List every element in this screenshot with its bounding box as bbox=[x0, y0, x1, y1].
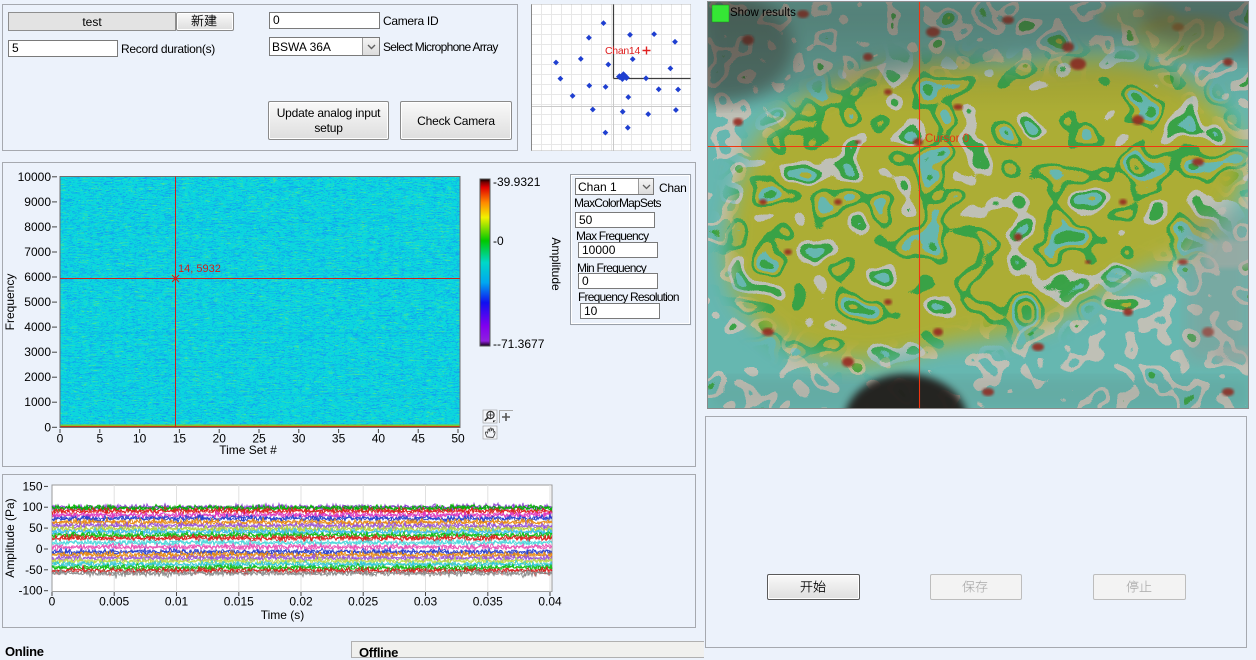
svg-text:0: 0 bbox=[44, 420, 51, 434]
svg-text:0.015: 0.015 bbox=[224, 595, 254, 609]
svg-text:Time Set #: Time Set # bbox=[219, 443, 277, 457]
svg-text:9000: 9000 bbox=[24, 195, 51, 209]
svg-text:0.025: 0.025 bbox=[348, 595, 378, 609]
svg-text:20: 20 bbox=[213, 432, 227, 446]
svg-text:0: 0 bbox=[49, 595, 56, 609]
svg-text:30: 30 bbox=[292, 432, 306, 446]
svg-text:0.02: 0.02 bbox=[289, 595, 313, 609]
svg-text:15: 15 bbox=[173, 432, 187, 446]
svg-text:1000: 1000 bbox=[24, 395, 51, 409]
svg-text:50: 50 bbox=[29, 521, 43, 535]
svg-text:-0: -0 bbox=[493, 234, 504, 248]
svg-text:14, 5932: 14, 5932 bbox=[178, 263, 221, 275]
svg-text:Time (s): Time (s) bbox=[261, 608, 305, 622]
svg-text:45: 45 bbox=[412, 432, 426, 446]
svg-text:0.04: 0.04 bbox=[538, 595, 562, 609]
svg-text:100: 100 bbox=[22, 500, 42, 514]
svg-text:5: 5 bbox=[96, 432, 103, 446]
svg-text:25: 25 bbox=[252, 432, 266, 446]
svg-text:150: 150 bbox=[22, 479, 42, 493]
svg-text:Show results: Show results bbox=[730, 7, 796, 19]
svg-text:35: 35 bbox=[332, 432, 346, 446]
svg-text:0.03: 0.03 bbox=[414, 595, 438, 609]
svg-text:0: 0 bbox=[57, 432, 64, 446]
svg-text:0.005: 0.005 bbox=[99, 595, 129, 609]
svg-text:5000: 5000 bbox=[24, 295, 51, 309]
svg-text:0.035: 0.035 bbox=[473, 595, 503, 609]
svg-text:-39.9321: -39.9321 bbox=[493, 175, 541, 189]
svg-text:2000: 2000 bbox=[24, 370, 51, 384]
svg-text:10000: 10000 bbox=[18, 170, 52, 184]
svg-text:0: 0 bbox=[36, 542, 43, 556]
svg-text:8000: 8000 bbox=[24, 220, 51, 234]
svg-text:Amplitude: Amplitude bbox=[549, 237, 563, 291]
svg-text:-50: -50 bbox=[25, 563, 43, 577]
svg-text:7000: 7000 bbox=[24, 245, 51, 259]
svg-text:Chan14: Chan14 bbox=[605, 45, 640, 57]
svg-text:3000: 3000 bbox=[24, 345, 51, 359]
svg-text:Frequency: Frequency bbox=[3, 274, 17, 331]
svg-text:0.01: 0.01 bbox=[165, 595, 189, 609]
svg-text:10: 10 bbox=[133, 432, 147, 446]
svg-text:4000: 4000 bbox=[24, 320, 51, 334]
svg-text:Amplitude (Pa): Amplitude (Pa) bbox=[3, 498, 17, 577]
svg-text:--71.3677: --71.3677 bbox=[493, 337, 545, 351]
svg-text:40: 40 bbox=[372, 432, 386, 446]
svg-text:6000: 6000 bbox=[24, 270, 51, 284]
svg-text:50: 50 bbox=[451, 432, 465, 446]
svg-text:-100: -100 bbox=[18, 584, 42, 598]
svg-text:Cursor 0: Cursor 0 bbox=[925, 133, 969, 145]
